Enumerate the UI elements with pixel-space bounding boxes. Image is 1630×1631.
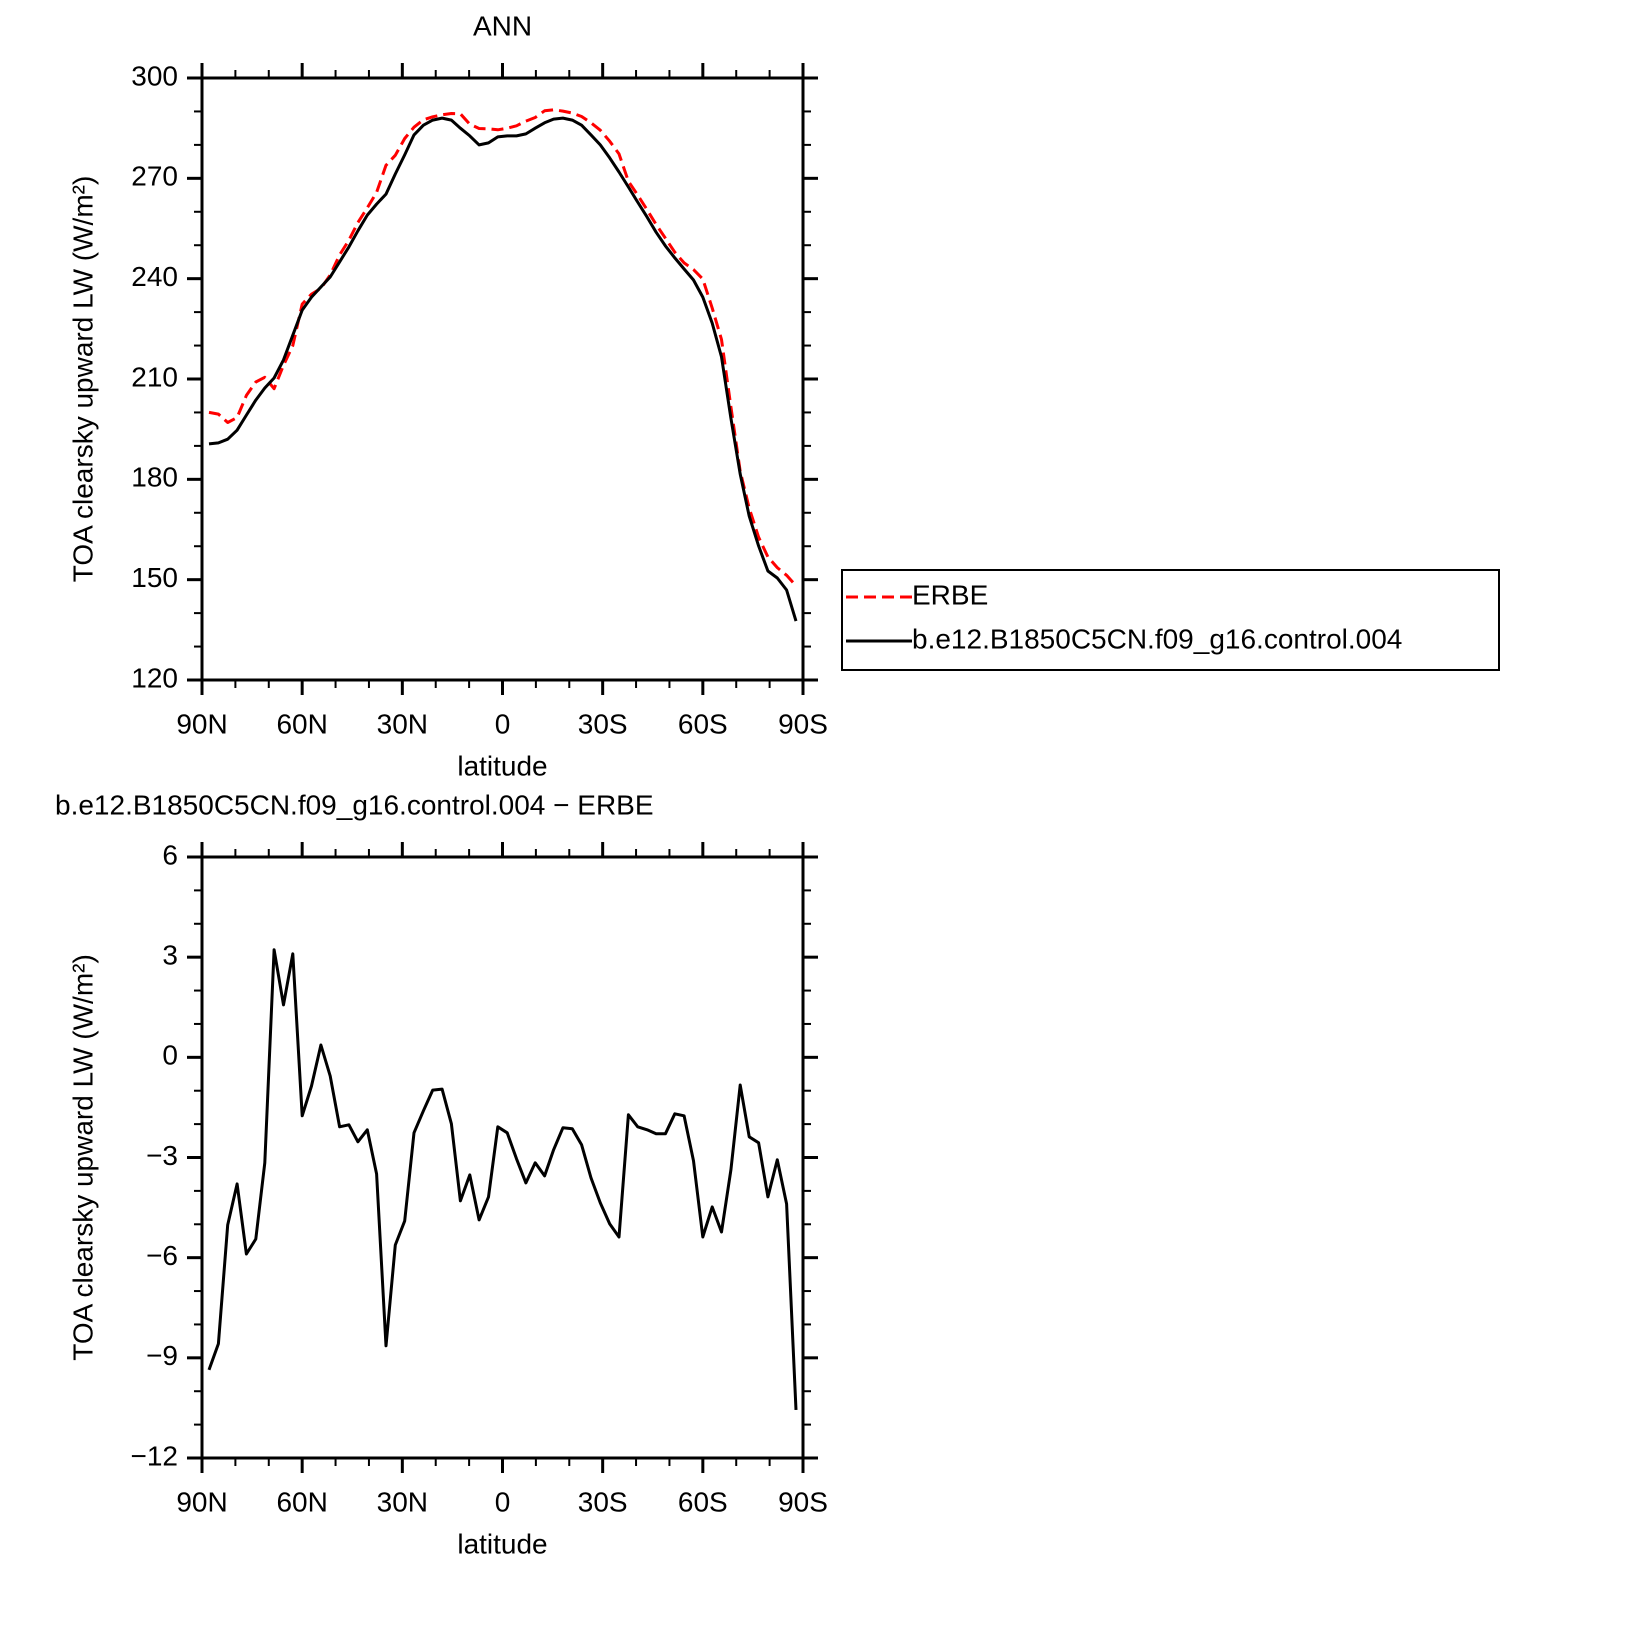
y-tick-label: −6: [146, 1240, 178, 1271]
legend-label: ERBE: [912, 579, 988, 610]
y-tick-label: 3: [162, 940, 178, 971]
x-tick-label: 60S: [678, 708, 728, 739]
y-axis-label: TOA clearsky upward LW (W/m²): [67, 176, 98, 583]
x-axis-label: latitude: [457, 1528, 547, 1559]
x-tick-label: 30N: [377, 708, 428, 739]
y-tick-label: 6: [162, 839, 178, 870]
chart-title: b.e12.B1850C5CN.f09_g16.control.004 − ER…: [55, 789, 654, 820]
data-line: [208, 116, 798, 622]
x-tick-label: 90S: [778, 1486, 828, 1517]
x-tick-label: 90N: [176, 708, 227, 739]
y-tick-label: −12: [131, 1440, 179, 1471]
y-tick-label: 210: [131, 361, 178, 392]
y-tick-label: 150: [131, 562, 178, 593]
x-tick-label: 90S: [778, 708, 828, 739]
x-tick-label: 60N: [276, 708, 327, 739]
plot-frame: [200, 855, 805, 1460]
data-line: [208, 108, 798, 587]
x-tick-label: 30S: [578, 1486, 628, 1517]
x-axis-label: latitude: [457, 750, 547, 781]
x-tick-label: 0: [495, 1486, 511, 1517]
y-tick-label: 120: [131, 662, 178, 693]
plot-frame: [200, 76, 805, 682]
x-tick-label: 30N: [377, 1486, 428, 1517]
y-tick-label: 180: [131, 462, 178, 493]
y-axis-label: TOA clearsky upward LW (W/m²): [67, 954, 98, 1361]
chart-title: ANN: [473, 10, 532, 41]
x-tick-label: 90N: [176, 1486, 227, 1517]
y-tick-label: 300: [131, 60, 178, 91]
y-tick-label: 240: [131, 261, 178, 292]
x-tick-label: 0: [495, 708, 511, 739]
y-tick-label: 0: [162, 1040, 178, 1071]
x-tick-label: 60S: [678, 1486, 728, 1517]
legend-box: [841, 569, 1500, 671]
x-tick-label: 60N: [276, 1486, 327, 1517]
y-tick-label: 270: [131, 161, 178, 192]
data-line: [207, 948, 798, 1410]
legend-label: b.e12.B1850C5CN.f09_g16.control.004: [912, 623, 1402, 654]
y-tick-label: −3: [146, 1140, 178, 1171]
y-tick-label: −9: [146, 1340, 178, 1371]
x-tick-label: 30S: [578, 708, 628, 739]
